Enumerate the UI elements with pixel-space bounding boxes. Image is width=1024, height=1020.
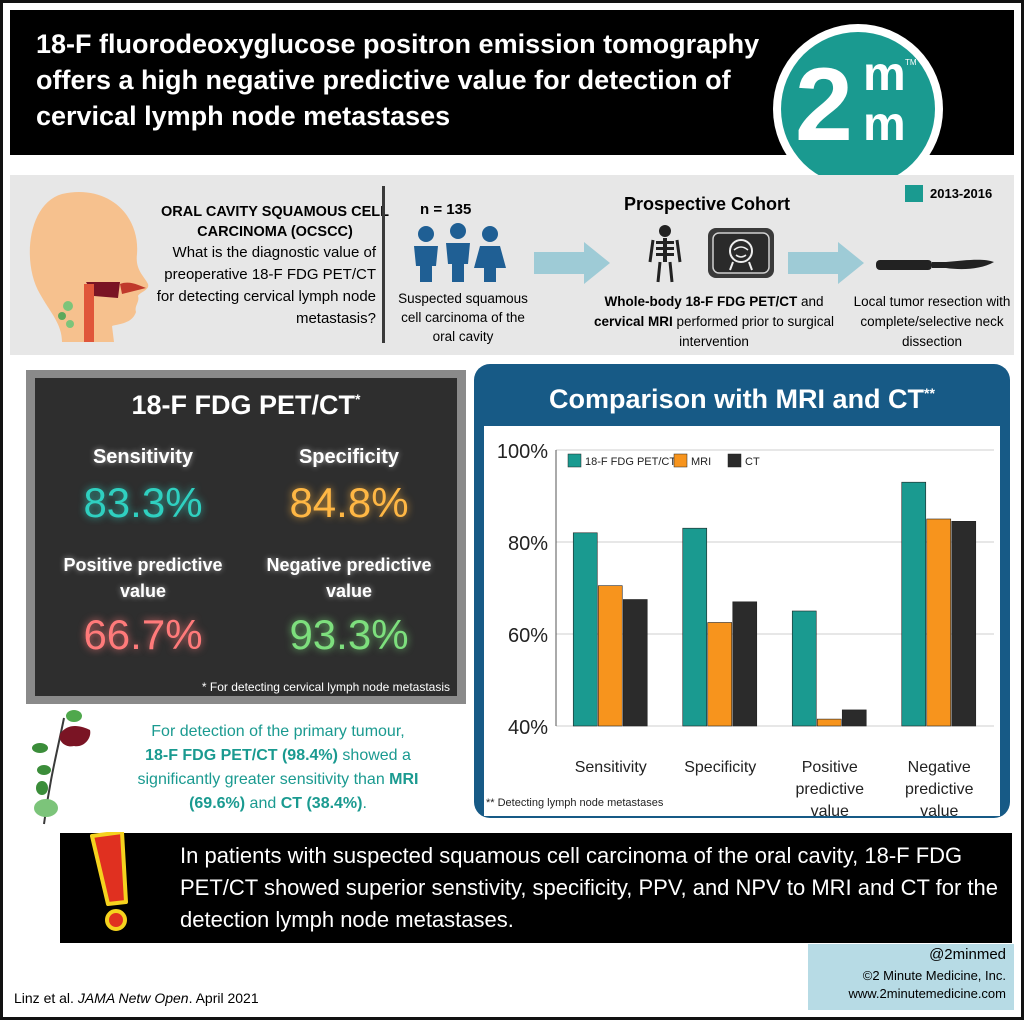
citation: Linz et al. JAMA Netw Open. April 2021 (14, 990, 259, 1006)
exclamation-icon (90, 832, 128, 931)
primary-end: . (362, 795, 367, 812)
bar-ct (951, 521, 977, 727)
imaging-description: Whole-body 18-F FDG PET/CT and cervical … (590, 292, 838, 352)
conclusion-text: In patients with suspected squamous cell… (180, 843, 999, 932)
citation-journal: JAMA Netw Open (77, 990, 189, 1006)
skeleton-icon (648, 225, 682, 283)
condition-title: ORAL CAVITY SQUAMOUS CELL CARCINOMA (OCS… (161, 204, 389, 240)
legend-label: MRI (691, 456, 711, 468)
head-profile-icon (29, 192, 149, 342)
citation-authors: Linz et al. (14, 990, 78, 1006)
sensitivity-label: Sensitivity (92, 446, 194, 468)
date-range: 2013-2016 (930, 186, 993, 201)
imaging-bold-1: Whole-body 18-F FDG PET/CT (604, 294, 798, 309)
legend-label: 18-F FDG PET/CT (585, 456, 676, 468)
y-tick-label: 40% (508, 717, 548, 739)
bar-mri (816, 718, 842, 727)
primary-pet-bold: 18-F FDG PET/CT (98.4%) (145, 747, 338, 764)
bar-ct (622, 599, 648, 727)
brand-logo: 2 m m TM (781, 32, 935, 186)
pet-title: 18-F FDG PET/CT* (35, 390, 457, 421)
npv-value: 93.3% (289, 611, 409, 658)
population-description: Suspected squamous cell carcinoma of the… (398, 291, 528, 344)
specificity-label: Specificity (298, 446, 400, 468)
x-category-label: Negative (908, 759, 971, 776)
legend-swatch (673, 453, 688, 468)
arrow-right-icon (788, 242, 864, 284)
footer-brand-box (808, 944, 1014, 1010)
comparison-chart: Comparison with MRI and CT** 40% 60% 80% 100… (484, 384, 1000, 818)
citation-date: . April 2021 (188, 990, 259, 1006)
chart-title: Comparison with MRI and CT** (549, 384, 935, 414)
calendar-icon (905, 185, 923, 202)
divider-line (382, 186, 385, 343)
pet-title-text: 18-F FDG PET/CT (131, 390, 356, 420)
specificity-value: 84.8% (289, 479, 409, 526)
pet-title-mark: * (355, 391, 361, 407)
chart-title-mark: ** (924, 385, 935, 401)
x-category-label: predictive (905, 781, 974, 798)
bar-mri (926, 518, 952, 727)
sensitivity-value: 83.3% (83, 479, 203, 526)
bar-ct (732, 601, 758, 727)
primary-tumour-text: For detection of the primary tumour, 18-F… (108, 720, 448, 816)
conclusion-banner (60, 833, 1012, 943)
chart-footnote: ** Detecting lymph node metastases (486, 797, 664, 809)
y-tick-label: 100% (497, 441, 548, 463)
x-category-label: Specificity (684, 759, 756, 776)
y-tick-label: 60% (508, 625, 548, 647)
pet-panel (35, 378, 457, 696)
bar-mri (597, 585, 623, 727)
pet-footnote: * For detecting cervical lymph node meta… (201, 680, 450, 694)
ppv-value: 66.7% (83, 611, 203, 658)
x-category-label: Positive (802, 759, 858, 776)
study-question: What is the diagnostic value of preopera… (156, 244, 376, 327)
social-handle[interactable]: @2minmed (929, 946, 1006, 963)
x-category-label: value (920, 803, 958, 818)
x-category-label: value (811, 803, 849, 818)
primary-line1: For detection of the primary tumour, (151, 723, 405, 740)
plant-tumour-icon (32, 710, 91, 825)
study-design: Prospective Cohort (624, 194, 791, 214)
website-link[interactable]: www.2minutemedicine.com (848, 986, 1006, 1001)
primary-ct-bold: CT (38.4%) (280, 795, 363, 812)
arrow-right-icon (534, 242, 610, 284)
primary-mid2: and (245, 795, 281, 812)
legend-label: CT (745, 456, 760, 468)
imaging-bold-2: cervical MRI (593, 314, 673, 329)
bar-pet (901, 481, 927, 727)
imaging-rest: performed prior to surgical intervention (672, 314, 835, 349)
primary-mid1: showed a significantly greater sensitivi… (137, 747, 411, 788)
surgery-description: Local tumor resection with complete/sele… (853, 294, 1011, 349)
people-icon (414, 223, 506, 282)
logo-m-bottom: m (863, 98, 906, 151)
sample-size: n = 135 (420, 201, 472, 218)
bar-pet (791, 610, 817, 727)
scalpel-icon (876, 259, 994, 270)
legend-swatch (567, 453, 582, 468)
bar-pet (682, 527, 708, 727)
x-category-label: Sensitivity (575, 759, 647, 776)
imaging-mid: and (797, 294, 824, 309)
page-title: 18-F fluorodeoxyglucose positron emissio… (36, 29, 760, 131)
logo-trademark: TM (905, 58, 917, 67)
bar-pet (572, 532, 598, 727)
legend-swatch (727, 453, 742, 468)
logo-m-top: m (863, 48, 906, 101)
bar-ct (841, 709, 867, 727)
bar-mri (707, 622, 733, 727)
npv-label: Negative predictive value (266, 555, 432, 601)
mri-brain-icon (708, 228, 774, 278)
primary-mri-bold: MRI (69.6%) (189, 771, 419, 812)
y-tick-label: 80% (508, 533, 548, 555)
ppv-label: Positive predictive value (63, 555, 223, 601)
logo-digit: 2 (795, 47, 853, 163)
x-category-label: predictive (796, 781, 865, 798)
copyright: ©2 Minute Medicine, Inc. (862, 968, 1006, 983)
